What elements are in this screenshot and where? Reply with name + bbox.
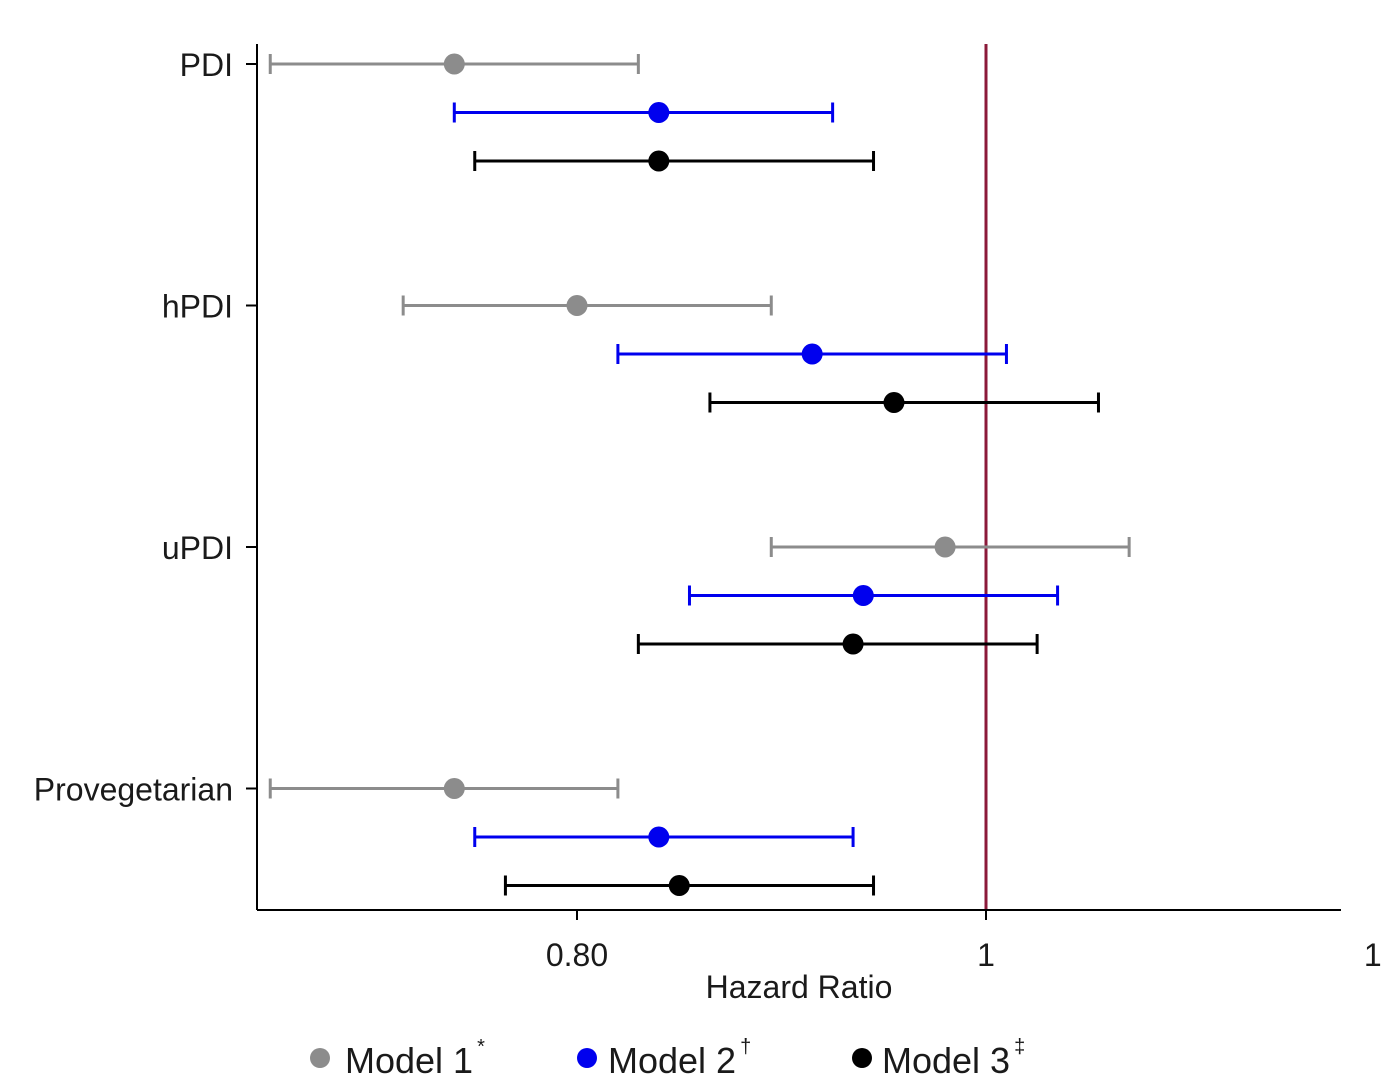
estimate-group [268,778,620,799]
legend-marker [852,1048,872,1068]
estimate-group [401,295,773,316]
estimate-group [503,875,876,896]
point-estimate [648,150,670,172]
plot-area [268,44,1131,910]
point-estimate [648,102,670,123]
x-axis-title: Hazard Ratio [706,969,893,1005]
category-label: hPDI [162,289,233,325]
legend-label: Model 3 ‡ [882,1036,1025,1081]
x-tick-label: 1.20 [1364,937,1381,973]
point-estimate [852,585,874,606]
estimate-group [473,826,855,848]
estimate-group [452,102,835,123]
legend-marker [310,1048,330,1068]
axes: 0.80 1 1.20 PDI hPDI uPDI Provegetarian [34,44,1381,973]
legend-marker [577,1048,597,1068]
point-estimate [443,53,465,75]
estimate-group [616,343,1008,365]
category-label: uPDI [162,530,233,566]
legend-label: Model 1 * [345,1036,485,1081]
point-estimate [443,778,465,799]
legend-series-name: Model 2 [608,1040,736,1081]
estimate-group [636,633,1039,655]
legend-series-name: Model 1 [345,1040,473,1081]
point-estimate [883,392,905,413]
legend-item: Model 1 * [310,1036,485,1081]
point-estimate [648,826,670,848]
legend-series-name: Model 3 [882,1040,1010,1081]
legend-label: Model 2 † [608,1036,751,1081]
estimate-group [769,536,1131,558]
legend: Model 1 * Model 2 † Model 3 ‡ [310,1036,1025,1081]
point-estimate [801,343,823,365]
category-label: Provegetarian [34,772,233,808]
estimate-group [687,585,1060,606]
estimate-group [708,392,1100,413]
category-label: PDI [180,47,233,83]
legend-item: Model 2 † [577,1036,751,1081]
point-estimate [566,295,588,316]
legend-footnote-marker: ‡ [1014,1036,1025,1058]
legend-item: Model 3 ‡ [852,1036,1025,1081]
x-tick-label: 1 [977,937,995,973]
legend-footnote-marker: * [477,1036,485,1058]
legend-footnote-marker: † [740,1036,751,1058]
estimate-group [268,53,640,75]
estimate-group [473,150,876,172]
point-estimate [668,875,690,896]
point-estimate [842,633,864,655]
point-estimate [934,536,956,558]
x-tick-label: 0.80 [546,937,608,973]
